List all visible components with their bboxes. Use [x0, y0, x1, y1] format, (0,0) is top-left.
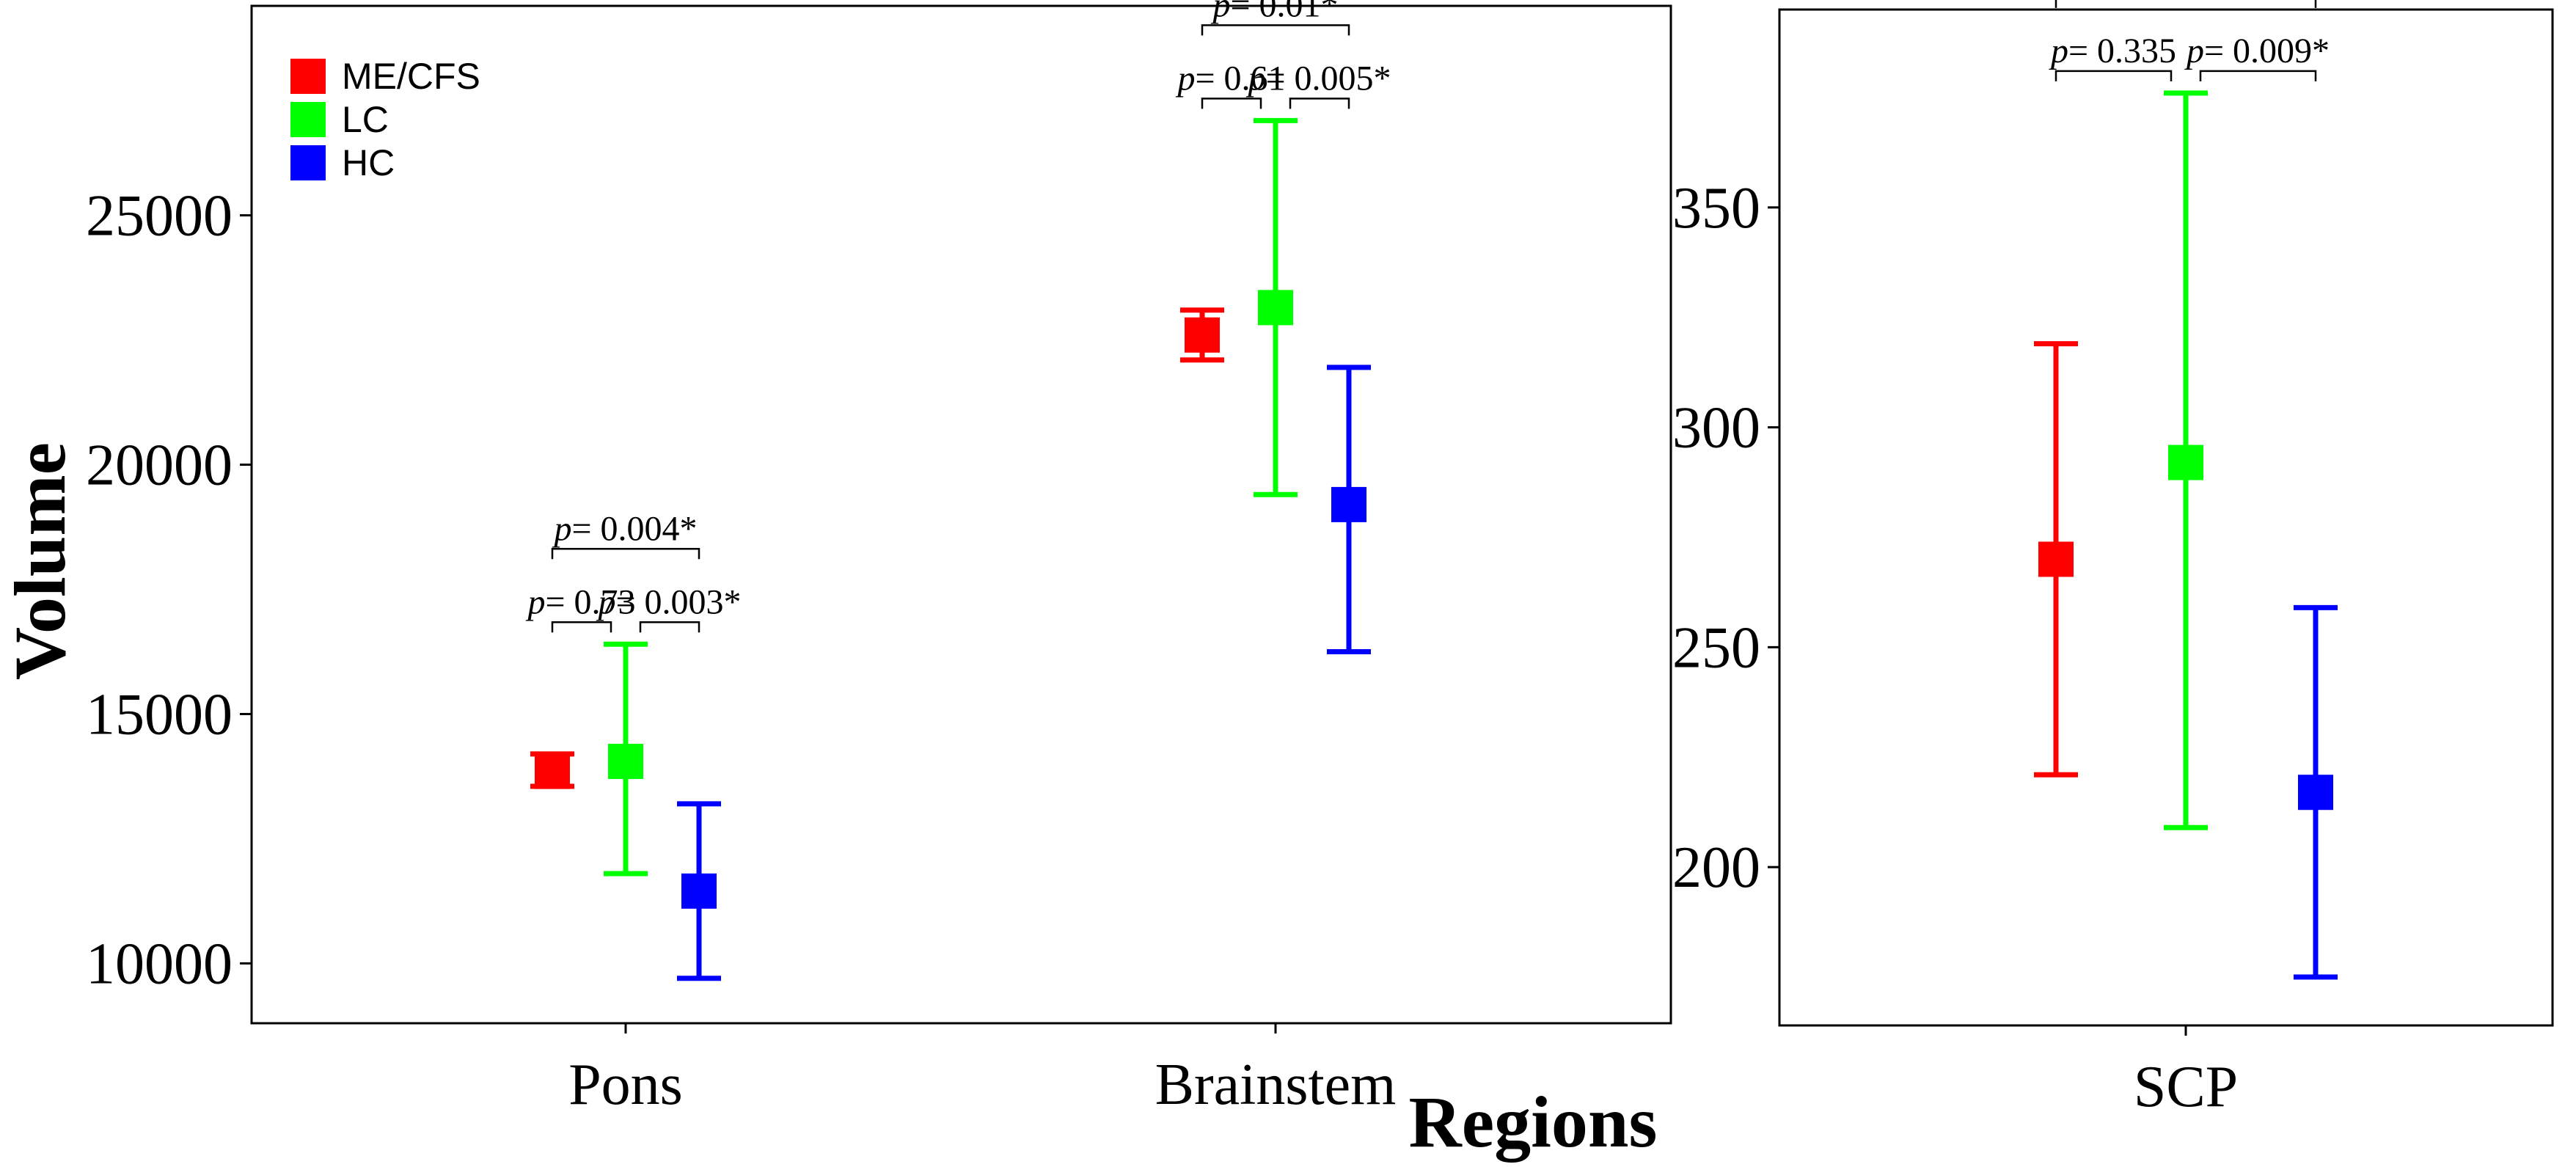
p-value-label: p= 0.009*: [2184, 32, 2330, 70]
mean-marker-me-cfs: [2038, 541, 2074, 577]
significance-bracket: [2054, 70, 2173, 81]
legend-swatch-lc: [290, 102, 326, 137]
x-tick-label-pons: Pons: [568, 1053, 683, 1117]
x-axis-title: Regions: [1409, 1081, 1658, 1163]
mean-marker-me-cfs: [535, 753, 570, 789]
significance-bracket: [551, 548, 700, 560]
y-tick-label: 10000: [86, 932, 233, 996]
p-value-label: p= 0.61: [1175, 59, 1285, 98]
y-tick-label: 250: [1672, 615, 1760, 680]
x-tick-label-scp: SCP: [2134, 1055, 2238, 1119]
y-tick-label: 200: [1672, 835, 1760, 900]
y-tick-label: 25000: [86, 184, 233, 249]
y-tick-label: 15000: [86, 682, 233, 747]
p-value-label: p= 0.005*: [1245, 59, 1391, 98]
significance-bracket: [1201, 98, 1262, 109]
significance-bracket: [2199, 70, 2317, 81]
plot-frame: [250, 4, 1672, 1025]
p-value-label: p= 0.335: [2049, 32, 2176, 70]
plot-frame: [1778, 8, 2554, 1027]
y-tick-label: 350: [1672, 176, 1760, 241]
legend-label-hc: HC: [342, 142, 395, 183]
legend-label-me-cfs: ME/CFS: [342, 56, 480, 97]
p-value-label: p= 0.004*: [552, 509, 697, 548]
significance-bracket: [639, 621, 700, 633]
legend-swatch-hc: [290, 145, 326, 180]
legend-label-lc: LC: [342, 99, 389, 140]
y-tick-label: 20000: [86, 433, 233, 498]
significance-bracket: [1201, 24, 1350, 36]
panel-left: 10000 15000 20000 25000 Pons Brainstem p= 0.73…: [86, 0, 1672, 1117]
p-value-label: p= 0.73: [525, 582, 635, 621]
mean-marker-lc: [1258, 290, 1293, 326]
p-value-label: p= 0.003*: [596, 582, 741, 621]
significance-bracket: [2054, 0, 2317, 8]
mean-marker-hc: [2298, 775, 2333, 811]
mean-marker-me-cfs: [1185, 317, 1220, 353]
mean-marker-lc: [2168, 445, 2203, 480]
x-tick-label-brainstem: Brainstem: [1155, 1053, 1397, 1117]
y-tick-label: 300: [1672, 396, 1760, 461]
significance-bracket: [1289, 98, 1350, 109]
mean-marker-hc: [1331, 486, 1366, 522]
mean-marker-lc: [608, 744, 643, 780]
y-axis-title: Volume: [0, 442, 81, 680]
legend-swatch-me-cfs: [290, 59, 326, 94]
mean-marker-hc: [681, 873, 717, 909]
p-value-label: p= 0.01*: [1210, 0, 1338, 24]
significance-bracket: [551, 621, 612, 633]
